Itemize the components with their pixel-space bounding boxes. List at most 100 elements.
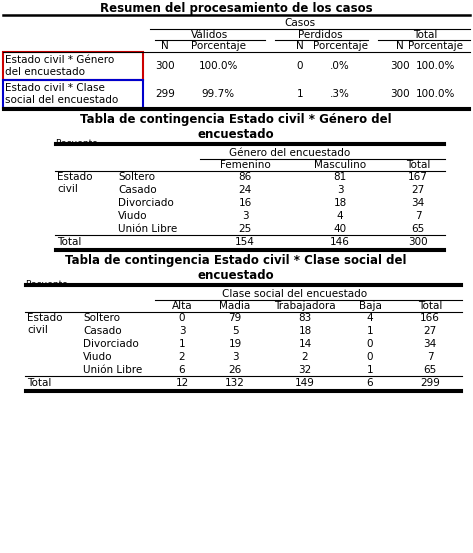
Text: Unión Libre: Unión Libre	[83, 365, 142, 375]
Text: 12: 12	[175, 378, 189, 388]
Text: Clase social del encuestado: Clase social del encuestado	[222, 289, 368, 299]
Text: 0: 0	[179, 313, 185, 323]
Text: Divorciado: Divorciado	[118, 198, 174, 208]
Text: 99.7%: 99.7%	[201, 89, 235, 99]
Text: Masculino: Masculino	[314, 160, 366, 170]
Text: 1: 1	[367, 365, 373, 375]
Text: Tabla de contingencia Estado civil * Clase social del
encuestado: Tabla de contingencia Estado civil * Cla…	[65, 254, 407, 282]
Text: 100.0%: 100.0%	[198, 61, 238, 71]
Text: 167: 167	[408, 172, 428, 182]
Text: 40: 40	[333, 224, 347, 234]
Text: 32: 32	[298, 365, 312, 375]
Text: Recuento: Recuento	[25, 280, 68, 289]
Text: Estado civil * Género
del encuestado: Estado civil * Género del encuestado	[5, 55, 114, 77]
Text: 6: 6	[367, 378, 373, 388]
Text: 100.0%: 100.0%	[415, 89, 455, 99]
Text: 100.0%: 100.0%	[415, 61, 455, 71]
Text: 27: 27	[412, 185, 425, 195]
Text: 81: 81	[333, 172, 347, 182]
Text: 16: 16	[238, 198, 252, 208]
Text: 34: 34	[423, 339, 437, 349]
Bar	[3, 52, 143, 80]
Bar	[3, 80, 143, 108]
Text: N: N	[296, 41, 304, 51]
Text: 4: 4	[337, 211, 343, 221]
Text: 4: 4	[367, 313, 373, 323]
Text: N: N	[396, 41, 404, 51]
Text: Tabla de contingencia Estado civil * Género del
encuestado: Tabla de contingencia Estado civil * Gén…	[80, 113, 392, 141]
Text: Perdidos: Perdidos	[298, 30, 342, 40]
Text: 18: 18	[333, 198, 347, 208]
Text: 1: 1	[297, 89, 303, 99]
Text: 300: 300	[408, 237, 428, 247]
Text: Porcentaje: Porcentaje	[313, 41, 368, 51]
Text: 2: 2	[302, 352, 308, 362]
Text: 6: 6	[179, 365, 185, 375]
Text: Género del encuestado: Género del encuestado	[229, 148, 350, 158]
Text: 1: 1	[367, 326, 373, 336]
Text: 65: 65	[423, 365, 437, 375]
Text: Femenino: Femenino	[219, 160, 271, 170]
Text: Soltero: Soltero	[118, 172, 155, 182]
Text: Total: Total	[413, 30, 437, 40]
Text: Viudo: Viudo	[118, 211, 148, 221]
Text: Baja: Baja	[359, 301, 381, 311]
Text: 83: 83	[298, 313, 312, 323]
Text: Porcentaje: Porcentaje	[191, 41, 245, 51]
Text: Porcentaje: Porcentaje	[408, 41, 463, 51]
Text: 5: 5	[232, 326, 238, 336]
Text: .0%: .0%	[330, 61, 350, 71]
Text: 154: 154	[235, 237, 255, 247]
Text: 0: 0	[367, 339, 373, 349]
Text: Alta: Alta	[172, 301, 193, 311]
Text: .3%: .3%	[330, 89, 350, 99]
Text: 132: 132	[225, 378, 245, 388]
Text: 27: 27	[423, 326, 437, 336]
Text: 3: 3	[179, 326, 185, 336]
Text: 24: 24	[238, 185, 252, 195]
Text: 14: 14	[298, 339, 312, 349]
Text: 299: 299	[420, 378, 440, 388]
Text: Divorciado: Divorciado	[83, 339, 139, 349]
Text: 7: 7	[415, 211, 421, 221]
Text: 3: 3	[232, 352, 238, 362]
Text: N: N	[161, 41, 169, 51]
Text: 26: 26	[228, 365, 242, 375]
Text: 1: 1	[179, 339, 185, 349]
Text: 3: 3	[242, 211, 248, 221]
Text: 299: 299	[155, 89, 175, 99]
Text: 0: 0	[297, 61, 303, 71]
Text: Casos: Casos	[284, 18, 315, 28]
Text: 34: 34	[412, 198, 425, 208]
Text: Válidos: Válidos	[192, 30, 228, 40]
Text: 3: 3	[337, 185, 343, 195]
Text: Estado
civil: Estado civil	[57, 172, 93, 194]
Text: 25: 25	[238, 224, 252, 234]
Text: Viudo: Viudo	[83, 352, 113, 362]
Text: Madia: Madia	[219, 301, 251, 311]
Text: Casado: Casado	[118, 185, 157, 195]
Text: 7: 7	[427, 352, 433, 362]
Text: Total: Total	[57, 237, 81, 247]
Text: 79: 79	[228, 313, 242, 323]
Text: 300: 300	[155, 61, 175, 71]
Text: Recuento: Recuento	[55, 139, 98, 148]
Text: Resumen del procesamiento de los casos: Resumen del procesamiento de los casos	[100, 2, 372, 15]
Text: Estado civil * Clase
social del encuestado: Estado civil * Clase social del encuesta…	[5, 83, 118, 105]
Text: 149: 149	[295, 378, 315, 388]
Text: 2: 2	[179, 352, 185, 362]
Text: Unión Libre: Unión Libre	[118, 224, 177, 234]
Text: Total: Total	[27, 378, 52, 388]
Text: 0: 0	[367, 352, 373, 362]
Text: 19: 19	[228, 339, 242, 349]
Text: 65: 65	[412, 224, 425, 234]
Text: Total: Total	[406, 160, 430, 170]
Text: 18: 18	[298, 326, 312, 336]
Text: 86: 86	[238, 172, 252, 182]
Text: Trabajadora: Trabajadora	[274, 301, 336, 311]
Text: Total: Total	[418, 301, 442, 311]
Text: 146: 146	[330, 237, 350, 247]
Text: Casado: Casado	[83, 326, 122, 336]
Text: Estado
civil: Estado civil	[27, 313, 62, 335]
Text: 300: 300	[390, 89, 410, 99]
